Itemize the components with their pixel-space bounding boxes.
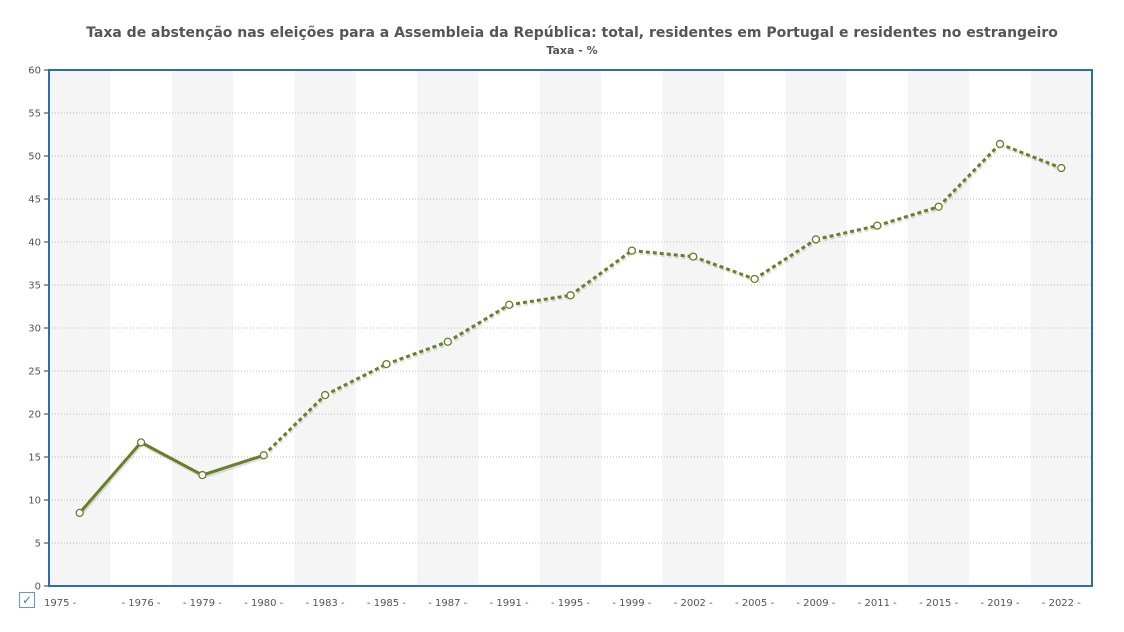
series-segment-shadow [938,144,1003,210]
series-segment-shadow [263,396,328,459]
series-segment [815,224,878,241]
y-tick-label: 50 [28,152,41,163]
series-segment-shadow [202,455,266,479]
series-segment-shadow [632,251,695,261]
background-band [907,70,970,586]
series-segment [324,362,388,397]
x-tick-label: - 2005 - [735,598,774,609]
data-point [1057,163,1066,173]
x-tick-label: - 1995 - [551,598,590,609]
data-point [259,451,268,460]
series-segment [937,142,1002,208]
series-segment [447,303,510,344]
series-segment [508,293,571,307]
data-point [75,508,84,518]
chart-title: Taxa de abstenção nas eleições para a As… [86,25,1058,41]
series-segment [999,142,1062,170]
x-tick-label: - 2019 - [980,598,1019,609]
y-tick-label: 30 [28,324,41,335]
series-segment-shadow [325,364,389,399]
data-point [443,337,452,346]
y-tick-label: 35 [28,281,41,292]
x-tick-label: - 1976 - [122,598,161,609]
plot-frame [48,69,1093,587]
y-axis: 0 5 10 15 20 25 30 35 40 45 50 55 60 [28,66,49,593]
x-tick-label: - 1983 - [306,598,345,609]
x-tick-label: 1975 - [44,598,77,609]
data-point [995,139,1005,149]
x-tick-label: - 1979 - [183,598,222,609]
chart-subtitle: Taxa - % [546,44,598,57]
data-point [320,390,330,400]
data-point [566,291,575,300]
series-segment [262,394,327,457]
y-tick-label: 10 [28,496,41,507]
x-tick-label: - 2002 - [674,598,713,609]
data-point [198,470,207,480]
data-point [382,359,391,369]
series-toggle-checkbox[interactable]: ✓ [19,592,35,608]
data-point [750,274,759,284]
series-segment-shadow [79,443,144,516]
series-segment [569,249,633,297]
data-point [934,202,943,211]
x-tick-label: - 1999 - [612,598,651,609]
y-tick-label: 40 [28,238,41,249]
y-tick-label: 15 [28,453,41,464]
background-band [539,70,602,586]
series-segment-shadow [816,226,879,243]
x-tick-label: - 2022 - [1042,598,1081,609]
data-point [627,246,637,255]
x-axis: 1975 - - 1976 - - 1979 - - 1980 - - 1983 - - … [44,598,1081,609]
series-segment [876,205,940,228]
series-segment [631,249,694,259]
background-band [785,70,847,586]
y-tick-label: 45 [28,195,41,206]
y-tick-label: 0 [35,582,41,593]
x-tick-label: - 2015 - [919,598,958,609]
data-point [873,221,882,230]
data-point [504,300,514,309]
series-segment-shadow [570,251,634,299]
series-segment [753,238,817,281]
x-tick-label: - 1987 - [428,598,467,609]
series-segment-shadow [448,305,511,346]
series-segment-shadow [877,207,941,230]
y-tick-label: 20 [28,410,41,421]
x-tick-label: - 1980 - [244,598,283,609]
data-point [811,235,821,244]
series-segment [140,441,204,477]
series-segment-shadow [509,295,572,309]
y-tick-label: 60 [28,66,41,77]
series-segment-shadow [386,342,450,368]
series-segment-shadow [1000,144,1063,172]
data-point [689,252,698,261]
series-segment [201,453,265,477]
x-tick-label: - 1985 - [367,598,406,609]
y-tick-label: 25 [28,367,41,378]
x-tick-label: - 2009 - [796,598,835,609]
series-segment-shadow [693,257,757,283]
series-layer [75,139,1066,518]
background-band [662,70,724,586]
series-segment [692,255,756,281]
y-tick-label: 55 [28,109,41,120]
y-tick-label: 5 [35,539,41,550]
series-segment [385,340,449,366]
x-tick-label: - 2011 - [858,598,897,609]
data-point [136,438,146,447]
x-tick-label: - 1991 - [490,598,529,609]
series-segment-shadow [754,240,818,283]
series-segment [78,441,143,514]
